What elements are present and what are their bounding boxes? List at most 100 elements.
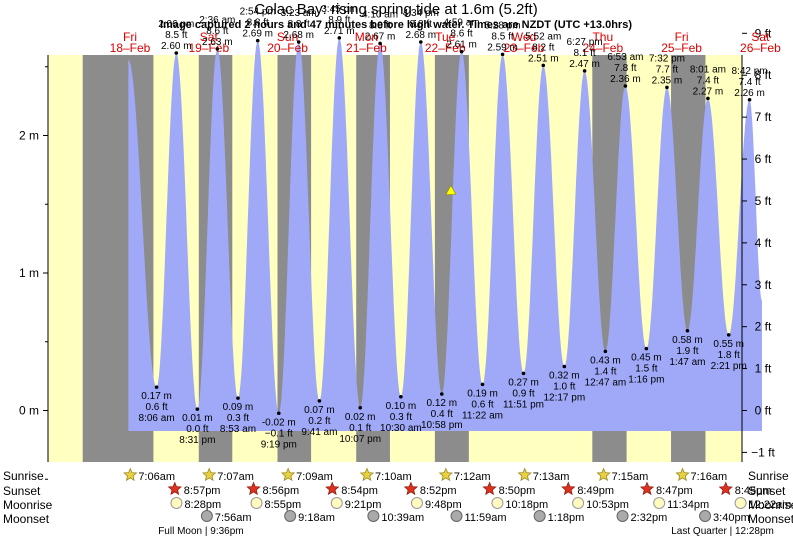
low-tide-feet: 0.6 ft: [145, 402, 167, 413]
sunrise-icon: [517, 467, 532, 482]
day-name: Fri: [675, 30, 689, 44]
low-tide-point: [562, 364, 567, 369]
day-date: 24–Feb: [582, 41, 623, 55]
sunset-icon: [561, 481, 576, 496]
sunset-icon: [246, 481, 261, 496]
low-tide-feet: 0.0 ft: [186, 424, 208, 435]
low-tide-feet: 0.3 ft: [390, 412, 412, 423]
sunrise-icon: [596, 467, 611, 482]
high-tide-feet: 8.5 ft: [491, 31, 513, 42]
moonrise-time: 8:28pm: [184, 499, 221, 511]
sunrise-icon: [359, 467, 375, 482]
low-tide-metres: 0.02 m: [345, 412, 376, 423]
y-right-tick-label: −1 ft: [751, 445, 775, 459]
moonset-time: 11:59am: [465, 512, 507, 524]
high-tide-feet: 7.4 ft: [738, 77, 760, 88]
high-tide-time: 6:53 am: [607, 52, 643, 63]
sunset-icon: [325, 481, 340, 496]
low-tide-metres: 0.17 m: [141, 391, 172, 402]
sunrise-time: 7:12am: [454, 471, 491, 483]
low-tide-time: 2:21 pm: [711, 361, 747, 372]
sunrise-time: 7:15am: [612, 471, 649, 483]
day-name: Tue: [435, 30, 456, 44]
day-name: Sat: [751, 30, 770, 44]
high-tide-time: 3:45 pm: [321, 4, 357, 15]
low-tide-feet: −0.1 ft: [265, 428, 293, 439]
high-tide-metres: 2.69 m: [242, 29, 273, 40]
moonset-time: 7:56am: [215, 512, 252, 524]
low-tide-point: [317, 399, 322, 403]
day-date: 19–Feb: [188, 41, 229, 55]
high-tide-point: [459, 49, 464, 54]
high-tide-time: 4:59 am: [443, 18, 479, 29]
low-tide-feet: 1.4 ft: [594, 366, 616, 377]
high-tide-feet: 8.6 ft: [450, 29, 472, 40]
y-left-tick-label: 2 m: [19, 129, 39, 143]
moonrise-row-label-right: Moonrise: [748, 498, 793, 512]
moonset-icon: [450, 510, 463, 522]
low-tide-metres: 0.55 m: [713, 339, 744, 350]
low-tide-time: 8:53 am: [220, 424, 256, 435]
y-right-tick-label: 5 ft: [755, 194, 772, 208]
high-tide-feet: 8.8 ft: [410, 19, 432, 30]
day-date: 22–Feb: [425, 41, 466, 55]
day-date: 25–Feb: [661, 41, 702, 55]
low-tide-feet: 0.2 ft: [308, 416, 330, 427]
low-tide-feet: 0.1 ft: [349, 423, 371, 434]
moonset-icon: [200, 510, 213, 522]
high-tide-metres: 2.68 m: [406, 30, 437, 41]
sunset-time: 8:54pm: [341, 485, 378, 497]
high-tide-metres: 2.51 m: [528, 53, 559, 64]
chart-title: Colac Bay: rising spring tide at 1.6m (5…: [254, 1, 537, 18]
sunrise-time: 7:07am: [217, 471, 254, 483]
y-left-tick-label: 1 m: [19, 266, 39, 280]
high-tide-point: [665, 85, 669, 90]
moonrise-time: 9:48pm: [425, 499, 462, 511]
day-name: Thu: [592, 30, 613, 44]
low-tide-time: 8:31 pm: [179, 435, 215, 446]
high-tide-time: 5:52 am: [525, 31, 561, 42]
day-name: Sun: [277, 30, 298, 44]
moonrise-icon: [330, 497, 343, 509]
sunset-time: 8:45pm: [735, 485, 772, 497]
moonset-icon: [699, 510, 712, 522]
y-right-tick-label: 8 ft: [755, 68, 772, 82]
low-tide-feet: 1.8 ft: [718, 350, 740, 361]
low-tide-time: 10:58 pm: [421, 420, 463, 431]
high-tide-time: 2:06 pm: [158, 19, 194, 30]
high-tide-time: 8:42 pm: [731, 66, 767, 77]
day-date: 21–Feb: [346, 41, 387, 55]
sunset-icon: [718, 481, 733, 496]
high-tide-time: 3:23 am: [281, 8, 317, 19]
sunset-time: 8:47pm: [656, 485, 693, 497]
low-tide-point: [480, 382, 485, 387]
moonrise-icon: [572, 497, 585, 509]
high-tide-metres: 2.35 m: [652, 75, 683, 86]
moonrise-icon: [170, 497, 183, 509]
moonset-icon: [367, 510, 380, 522]
day-name: Fri: [123, 30, 137, 44]
sunrise-icon: [202, 467, 217, 482]
sunset-icon: [639, 481, 655, 496]
moonset-icon: [284, 510, 297, 522]
low-tide-feet: 0.4 ft: [431, 409, 453, 420]
y-right-tick-label: 1 ft: [755, 362, 772, 376]
sunrise-time: 7:06am: [138, 471, 175, 483]
low-tide-point: [276, 411, 281, 416]
tide-curve: [128, 37, 762, 432]
high-tide-point: [706, 96, 710, 101]
high-tide-point: [500, 52, 505, 57]
high-tide-feet: 8.8 ft: [288, 19, 310, 30]
high-tide-point: [337, 36, 342, 40]
y-right-tick-label: 9 ft: [755, 26, 772, 40]
low-tide-metres: 0.43 m: [590, 355, 621, 366]
moonrise-time: 12:22am: [749, 499, 792, 511]
sunrise-icon: [280, 467, 296, 482]
high-tide-feet: 7.8 ft: [614, 63, 636, 74]
moonrise-time: 9:21pm: [345, 499, 382, 511]
y-right-tick-label: 0 ft: [755, 404, 772, 418]
day-date: 18–Feb: [110, 41, 151, 55]
high-tide-point: [541, 63, 546, 68]
moonrise-icon: [491, 497, 504, 509]
sunset-row-label: Sunset: [3, 484, 41, 498]
